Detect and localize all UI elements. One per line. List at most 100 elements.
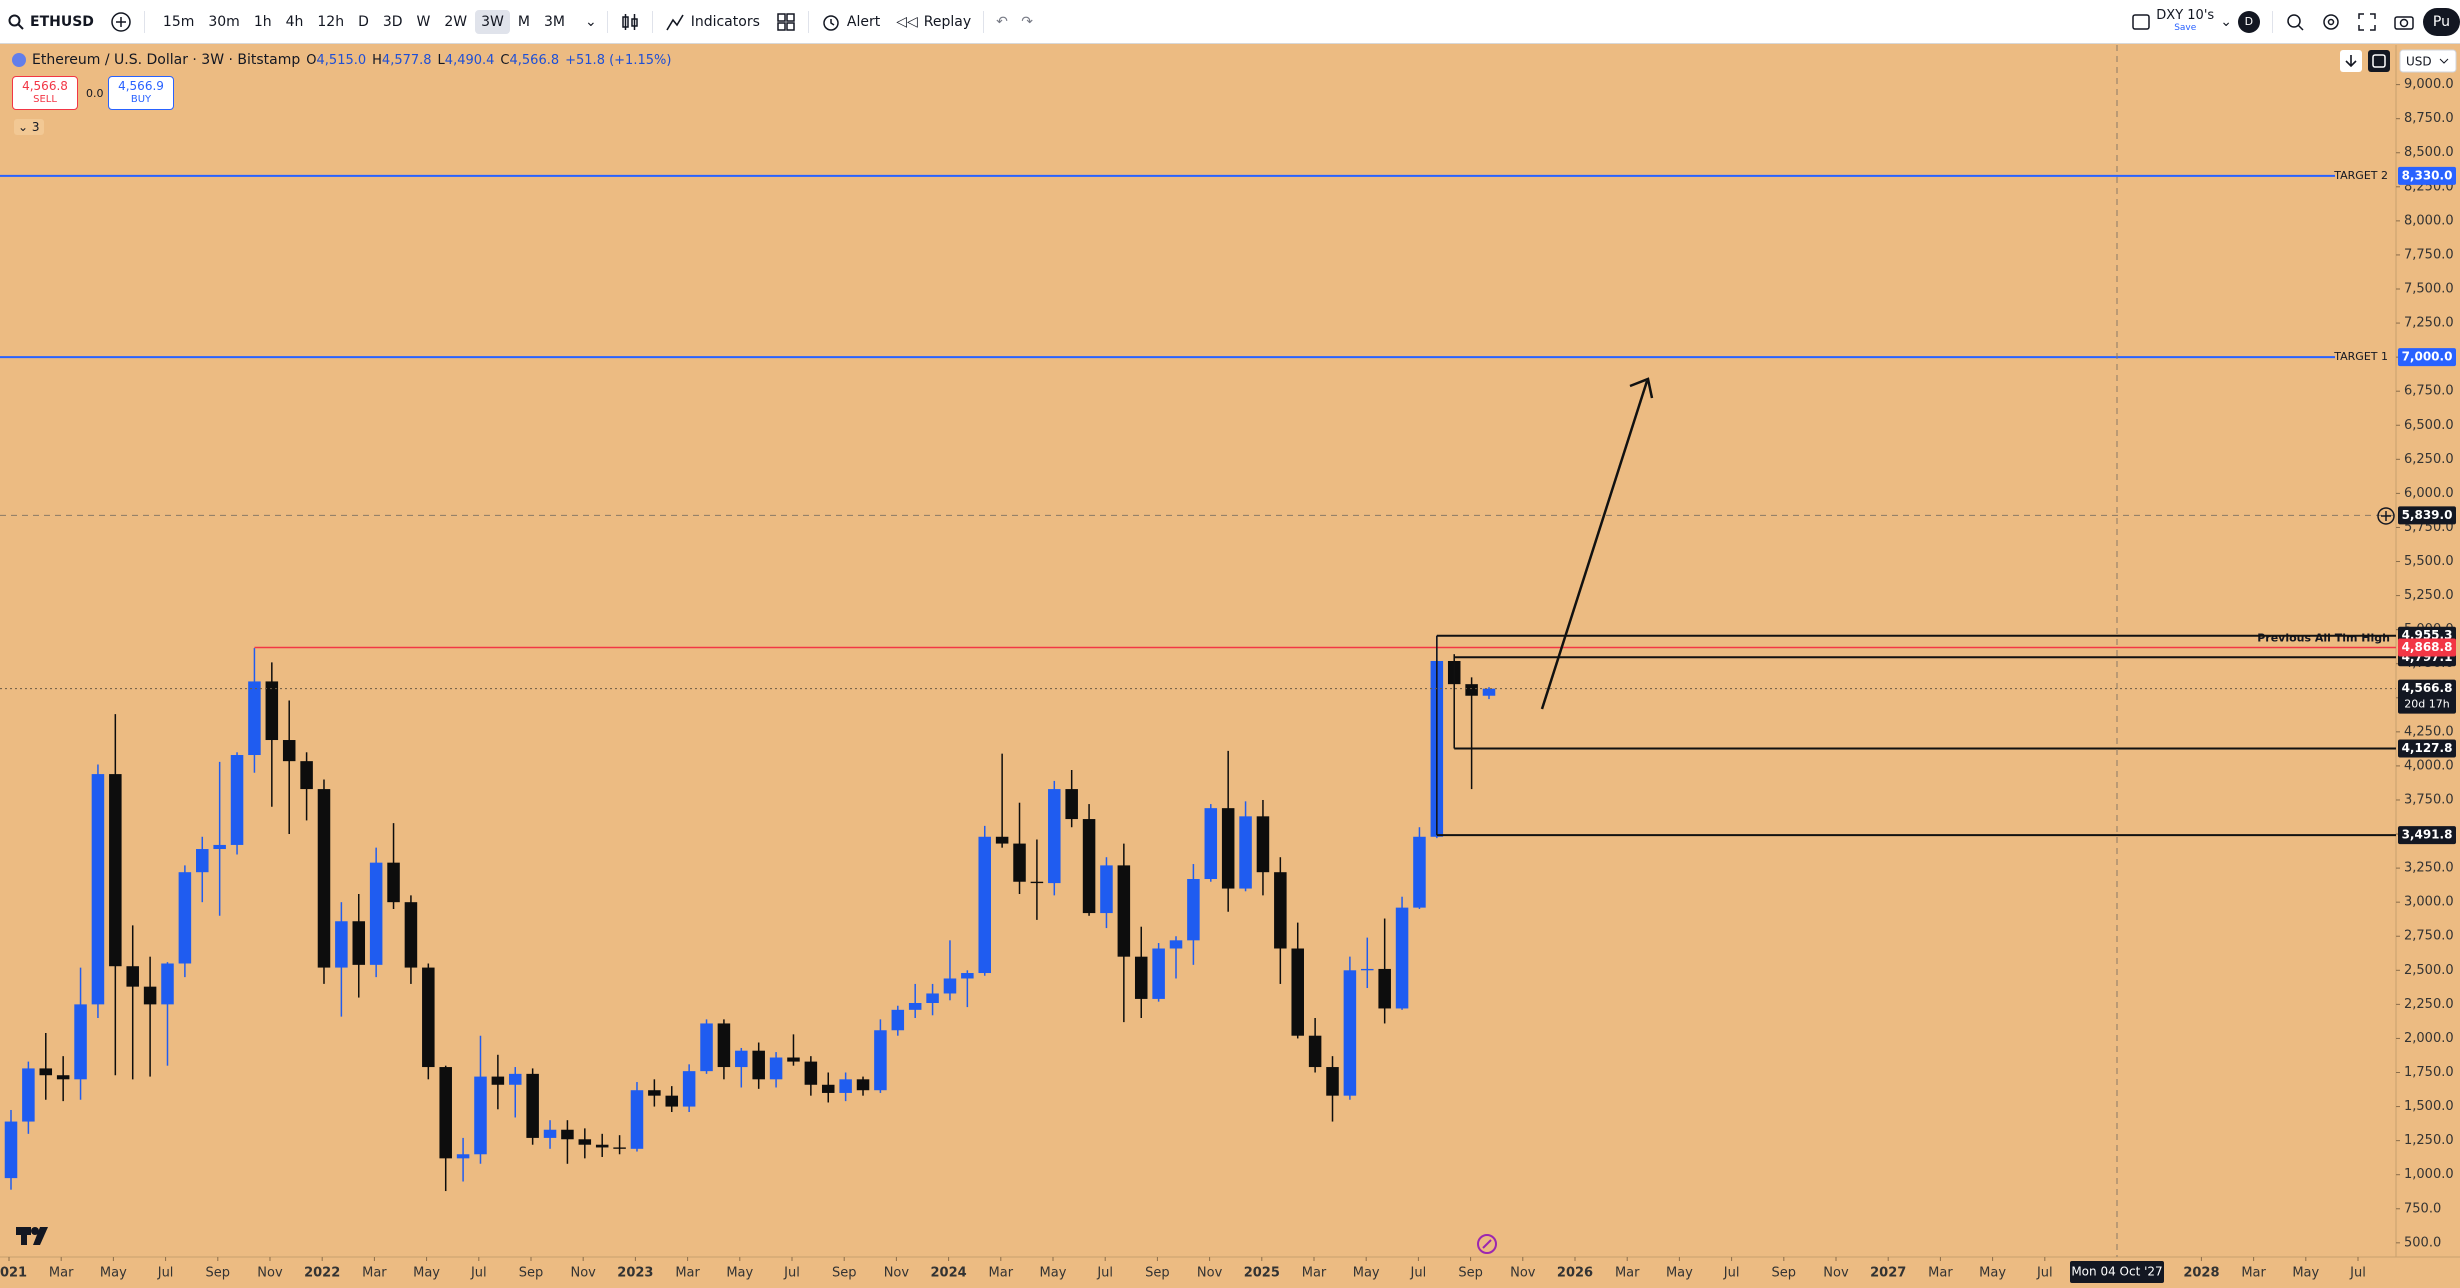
target-label: TARGET 1 xyxy=(2333,350,2388,363)
indicators-button[interactable]: Indicators xyxy=(657,7,768,37)
price-tag-label: 5,839.0 xyxy=(2402,508,2453,522)
candle-body xyxy=(1013,843,1026,882)
x-tick-label: May xyxy=(1666,1266,1693,1281)
x-tick-label: Jul xyxy=(1723,1266,1740,1281)
candle-body xyxy=(787,1057,800,1062)
candle-body xyxy=(1117,865,1131,957)
x-tick-label: 2021 xyxy=(0,1266,27,1281)
price-tag xyxy=(2398,348,2456,367)
candle-body xyxy=(856,1079,870,1091)
x-tick-label: Mar xyxy=(2241,1266,2266,1281)
right-icons[interactable] xyxy=(2277,7,2423,37)
x-tick-label: Nov xyxy=(570,1266,596,1281)
interval-button[interactable]: 3D xyxy=(382,13,403,30)
price-tag-label: 4,127.8 xyxy=(2402,741,2453,755)
undo-redo[interactable]: ↶ ↷ xyxy=(996,13,1033,30)
sell-button[interactable]: 4,566.8 SELL xyxy=(12,76,78,110)
candle-body xyxy=(91,774,105,1005)
publish-button[interactable]: Pu xyxy=(2422,7,2460,36)
buy-price: 4,566.9 xyxy=(118,79,164,93)
x-tick-label: Jul xyxy=(1096,1266,1113,1281)
chart-type-button[interactable] xyxy=(612,7,648,37)
y-tick-label: 4,250.0 xyxy=(2404,724,2454,739)
x-tick-label: Sep xyxy=(1458,1266,1483,1281)
x-tick-label: Jul xyxy=(1410,1266,1427,1281)
candle-body xyxy=(422,967,435,1068)
previous-high-label: Previous All Tim High xyxy=(2257,632,2390,645)
compare-button[interactable] xyxy=(102,7,140,37)
y-tick-label: 500.0 xyxy=(2404,1235,2441,1250)
x-tick-label: Nov xyxy=(884,1266,910,1281)
candle-body xyxy=(648,1090,661,1096)
ohlc-value: 4,566.8 xyxy=(509,52,560,68)
candle-body xyxy=(369,862,383,965)
candle-body xyxy=(543,1129,557,1138)
toolbar: ETHUSD 15m 30m 1h 4h 12h D 3D W 2W 3W M 3M ⌄ Indica… xyxy=(0,0,2460,44)
x-tick-label: Mar xyxy=(989,1266,1014,1281)
sparkle-icon[interactable] xyxy=(1477,1234,1497,1254)
ohlc-value: 4,577.8 xyxy=(381,52,432,68)
x-tick-label: May xyxy=(1353,1266,1380,1281)
interval-button[interactable]: 15m xyxy=(162,13,195,30)
interval-button[interactable]: 4h xyxy=(285,13,304,30)
tradingview-logo xyxy=(16,1227,48,1245)
candle-body xyxy=(1169,940,1183,949)
indicator-toggle[interactable]: ⌄ 3 xyxy=(14,119,44,135)
candle-body xyxy=(1134,956,1148,999)
y-tick-label: 1,000.0 xyxy=(2404,1167,2454,1182)
candle-body xyxy=(613,1147,626,1149)
interval-button[interactable]: 2W xyxy=(444,13,468,30)
y-tick-label: 8,750.0 xyxy=(2404,111,2454,126)
interval-button[interactable]: 12h xyxy=(317,13,345,30)
interval-button[interactable]: 3W xyxy=(475,9,510,34)
candle-body xyxy=(1221,808,1235,889)
ohlc-key: L xyxy=(437,52,445,68)
price-tag-label: 8,330.0 xyxy=(2402,168,2453,182)
x-tick-label: 2027 xyxy=(1870,1266,1906,1281)
x-tick-label: 2022 xyxy=(304,1266,340,1281)
layout-select[interactable]: DXY 10's Save ⌄ D xyxy=(2124,7,2268,37)
interval-button[interactable]: W xyxy=(416,13,431,30)
candle-body xyxy=(1239,816,1252,889)
price-tag xyxy=(2398,826,2456,845)
x-tick-label: Jul xyxy=(783,1266,800,1281)
layout-icon xyxy=(2132,13,2151,30)
interval-button[interactable]: M xyxy=(517,13,530,30)
interval-dropdown[interactable]: ⌄ xyxy=(584,13,597,30)
candle-body xyxy=(404,902,418,968)
currency-button[interactable]: USD xyxy=(2399,49,2457,73)
candle-body xyxy=(908,1003,922,1010)
ohlc-item: L4,490.4 xyxy=(438,53,495,68)
alert-button[interactable]: Alert xyxy=(813,7,888,37)
time-tag-label: Mon 04 Oct '27 xyxy=(2071,1265,2162,1279)
add-alert-icon[interactable] xyxy=(2377,507,2395,525)
sell-price: 4,566.8 xyxy=(22,79,68,93)
interval-button[interactable]: 30m xyxy=(208,13,240,30)
candle-body xyxy=(1048,789,1061,884)
candle-body xyxy=(630,1090,644,1149)
scroll-buttons[interactable] xyxy=(2340,50,2390,72)
buy-button[interactable]: 4,566.9 BUY xyxy=(108,76,174,110)
candle-body xyxy=(22,1068,35,1122)
sell-label: SELL xyxy=(33,94,57,105)
interval-button[interactable]: 3M xyxy=(543,13,565,30)
interval-button[interactable]: D xyxy=(358,13,369,30)
interval-button[interactable]: 1h xyxy=(253,13,272,30)
candle-body xyxy=(821,1084,835,1093)
candle-body xyxy=(1395,907,1409,1009)
candle-body xyxy=(126,966,139,987)
snapshot-icon xyxy=(2394,15,2414,30)
candle-body xyxy=(491,1076,505,1085)
candle-body xyxy=(1256,816,1270,873)
x-tick-label: Nov xyxy=(1510,1266,1536,1281)
layouts-button[interactable] xyxy=(768,7,804,37)
symbol-search[interactable]: ETHUSD xyxy=(0,7,102,37)
price-tag xyxy=(2398,166,2456,185)
replay-button[interactable]: ◁◁ Replay xyxy=(888,7,979,37)
price-tag-label: 7,000.0 xyxy=(2402,350,2453,364)
ohlc-key: C xyxy=(500,52,510,68)
x-tick-label: Sep xyxy=(519,1266,544,1281)
candle-body xyxy=(300,761,313,790)
candle-body xyxy=(1082,819,1096,914)
y-tick-label: 7,750.0 xyxy=(2404,247,2454,262)
